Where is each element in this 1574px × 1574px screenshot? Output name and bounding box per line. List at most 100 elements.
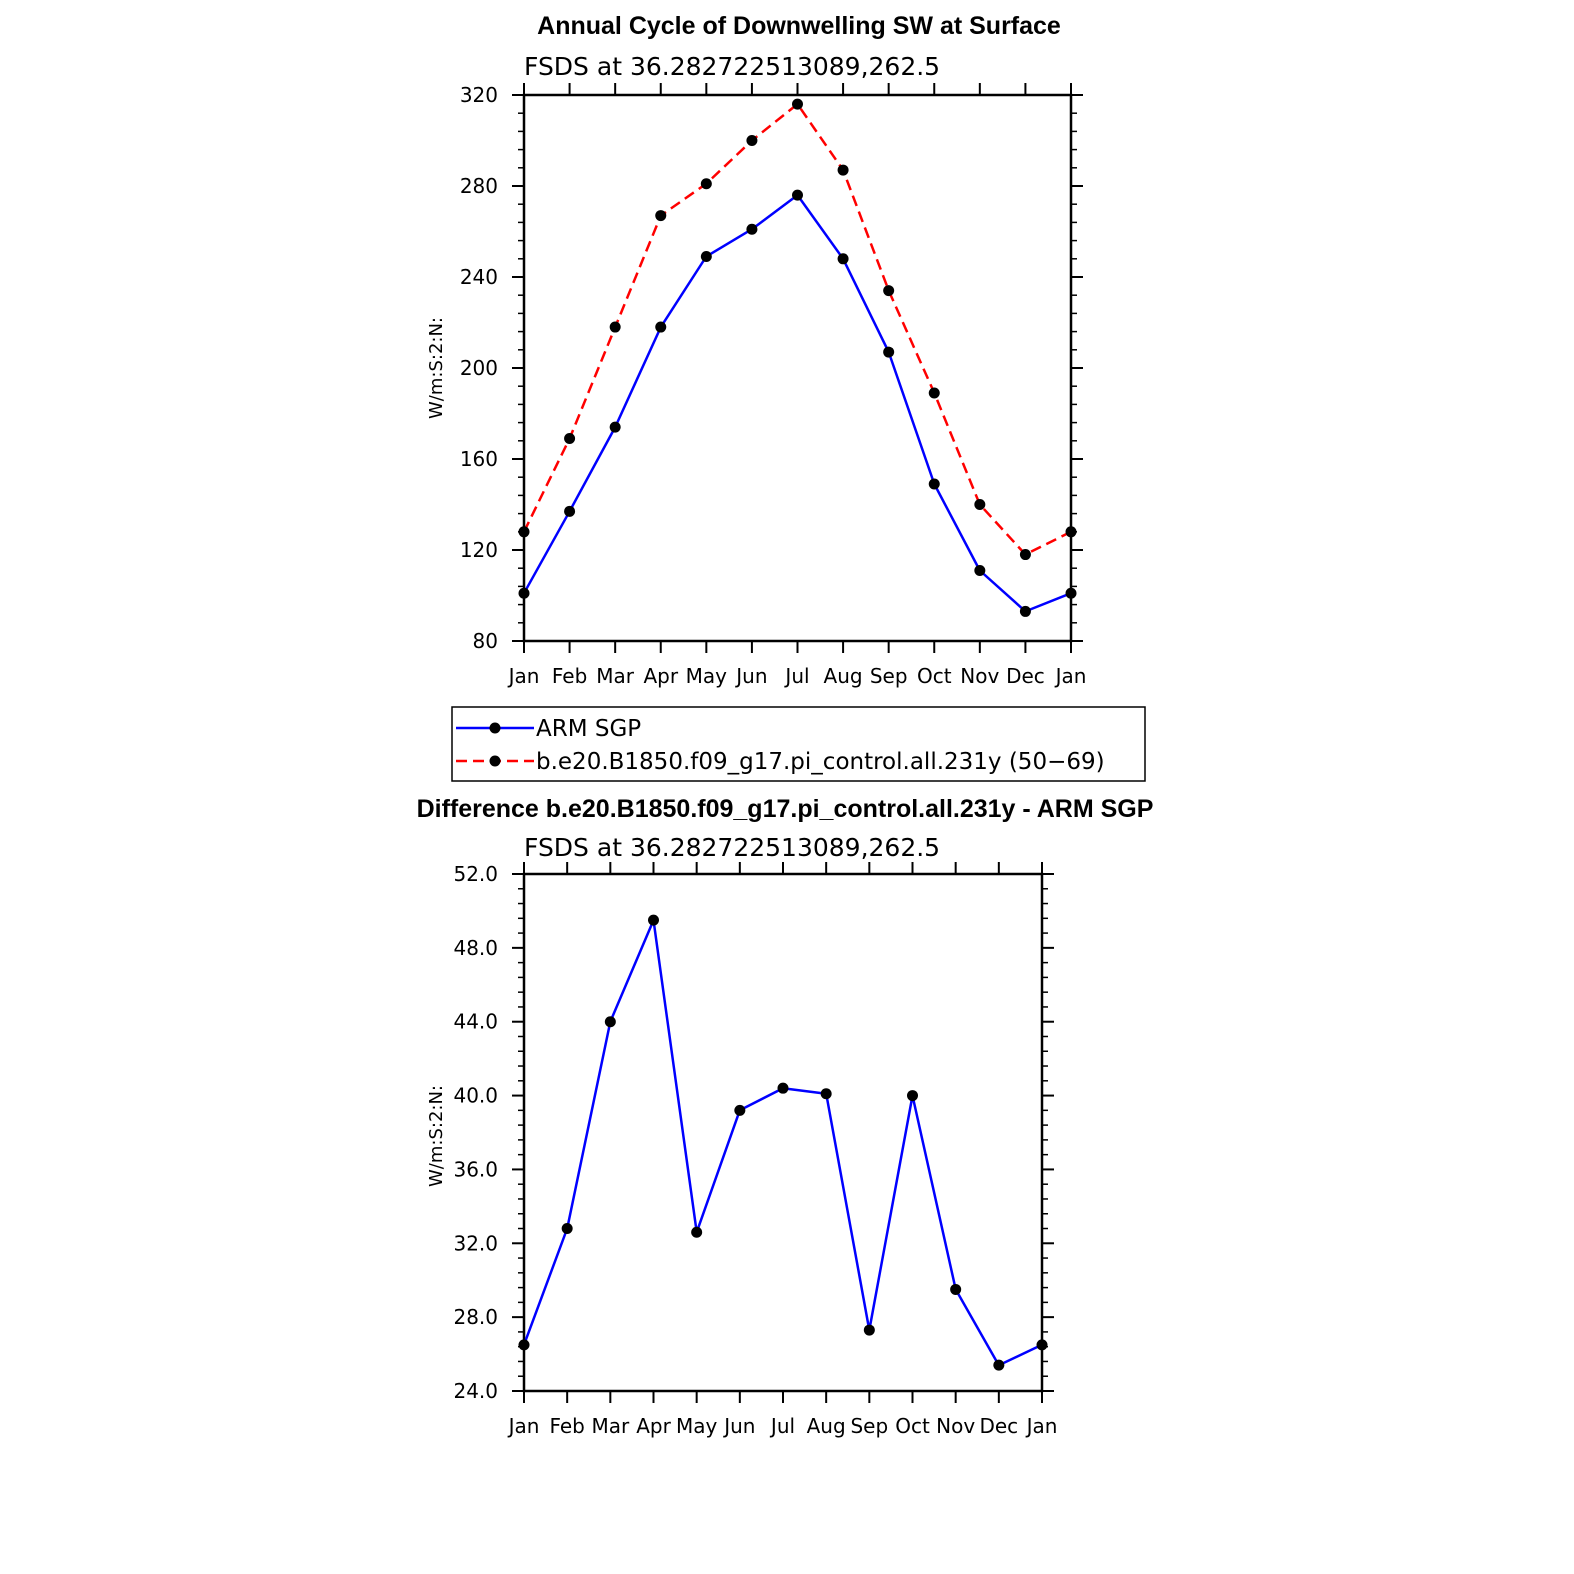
chart1-series-0-line (522, 193, 1072, 613)
chart2-plot-frame (522, 872, 1044, 1393)
chart1-x-tick-label: Feb (552, 664, 587, 688)
chart1-x-tick-label: Jun (734, 664, 767, 688)
chart1-subtitle: FSDS at 36.282722513089,262.5 (524, 52, 940, 81)
chart2-x-tick-label: Mar (591, 1414, 630, 1438)
chart1-legend: ARM SGP b.e20.B1850.f09_g17.pi_control.a… (451, 706, 1146, 782)
chart2-y-axis-label: W/m:S:2:N: (426, 1085, 447, 1187)
chart1-y-tick-label: 200 (460, 356, 498, 380)
chart1-series-1-point (746, 135, 758, 146)
chart1-x-tick-label: Mar (596, 664, 635, 688)
chart2-series-0-point (561, 1223, 573, 1235)
chart2-title: Difference b.e20.B1850.f09_g17.pi_contro… (417, 795, 1154, 823)
chart2-x-tick-label: Jul (769, 1414, 795, 1438)
chart2-y-tick-label: 52.0 (453, 862, 498, 886)
chart2-series-0-line (522, 918, 1043, 1367)
chart1-series-0-point (655, 321, 667, 333)
legend-label-arm-sgp: ARM SGP (536, 716, 641, 742)
chart2-x-tick-label: Oct (895, 1414, 930, 1438)
chart1-x-tick-label: Jul (783, 664, 809, 688)
chart1-title: Annual Cycle of Downwelling SW at Surfac… (537, 12, 1061, 40)
chart2-subtitle: FSDS at 36.282722513089,262.5 (524, 833, 940, 862)
chart1-y-tick-label: 280 (460, 174, 498, 198)
chart1-x-tick-label: Dec (1006, 664, 1045, 688)
legend-entry-model: b.e20.B1850.f09_g17.pi_control.all.231y … (456, 749, 1105, 775)
chart1-y-tick-label: 240 (460, 265, 498, 289)
chart2-series-0-point (993, 1359, 1005, 1371)
chart2-y-tick-label: 24.0 (453, 1379, 498, 1403)
chart1-series-0-point (883, 346, 895, 358)
chart1-series-1-point (564, 433, 576, 445)
chart1-series-1-point (837, 164, 849, 176)
chart1-x-tick-label: Sep (870, 664, 908, 688)
chart1-series-1-point (609, 321, 621, 333)
chart2-x-tick-label: Dec (979, 1414, 1018, 1438)
chart1-series-0-point (837, 253, 849, 265)
chart1-series-0-point (1019, 605, 1031, 617)
chart2-y-tick-label: 44.0 (453, 1010, 498, 1034)
annual-cycle-chart: Annual Cycle of Downwelling SW at Surfac… (426, 12, 1146, 782)
chart1-series-1-point (1065, 526, 1077, 538)
chart1-series-0-point (974, 564, 986, 576)
legend-label-model: b.e20.B1850.f09_g17.pi_control.all.231y … (536, 749, 1105, 775)
chart1-series-1-point (700, 178, 712, 190)
chart1-series-1-point (883, 285, 895, 297)
chart1-x-tick-label: May (686, 664, 728, 688)
chart2-x-tick-label: Jan (507, 1414, 540, 1438)
chart1-y-tick-label: 120 (460, 538, 498, 562)
chart1-x-tick-label: Jan (507, 664, 540, 688)
legend-box (451, 706, 1146, 782)
chart2-series-0-point (691, 1226, 703, 1238)
chart2-series-0-point (648, 914, 659, 926)
chart1-y-axis-label: W/m:S:2:N: (426, 317, 447, 419)
chart1-series-0-point (746, 223, 758, 235)
chart2-series-0-point (820, 1088, 832, 1100)
chart1-plot-area: 80 120 160 200 240 280 320 Jan Feb Mar Apr May Jun Ju… (460, 83, 1087, 688)
chart1-series-1-point (655, 210, 667, 222)
chart2-y-tick-label: 32.0 (453, 1231, 498, 1255)
chart1-series-0-point (609, 421, 621, 433)
chart2-y-tick-label: 36.0 (453, 1157, 498, 1181)
chart2-series-0-point (907, 1090, 918, 1102)
chart1-series-0-point (518, 587, 530, 599)
chart2-x-tick-label: Apr (636, 1414, 671, 1438)
chart1-y-tick-label: 80 (473, 629, 498, 653)
chart2-series-0-point (863, 1324, 875, 1336)
chart2-x-tick-label: Feb (549, 1414, 584, 1438)
legend-marker-model (489, 755, 501, 767)
chart1-y-tick-label: 320 (460, 83, 498, 107)
chart1-series-1-point (928, 387, 940, 399)
chart1-x-tick-label: Nov (960, 664, 999, 688)
chart2-x-tick-label: Nov (936, 1414, 975, 1438)
chart2-x-tick-label: Sep (850, 1414, 888, 1438)
chart2-series-0-point (777, 1082, 789, 1094)
chart1-x-tick-label: Apr (643, 664, 678, 688)
chart1-x-tick-label: Oct (917, 664, 952, 688)
chart2-x-tick-label: May (676, 1414, 718, 1438)
chart1-x-tick-label: Jan (1054, 664, 1087, 688)
chart2-series-0-point (604, 1016, 616, 1028)
chart1-series-1-line (522, 102, 1072, 556)
chart1-series-0-point (928, 478, 940, 490)
chart2-series-0-point (1036, 1339, 1048, 1351)
chart2-x-tick-label: Jan (1025, 1414, 1058, 1438)
chart1-plot-frame (522, 93, 1073, 643)
chart1-y-tick-label: 160 (460, 447, 498, 471)
chart1-series-1-point (1019, 549, 1031, 561)
chart2-series-0-point (734, 1104, 746, 1116)
chart2-y-tick-label: 40.0 (453, 1084, 498, 1108)
chart2-series-0-point (950, 1283, 962, 1295)
chart2-x-tick-label: Jun (722, 1414, 755, 1438)
chart1-series-0-point (700, 251, 712, 263)
chart2-y-tick-label: 48.0 (453, 936, 498, 960)
chart1-series-0-point (1065, 587, 1077, 599)
chart2-series-0-point (518, 1339, 530, 1351)
chart1-series-0-point (564, 505, 576, 517)
legend-entry-arm-sgp: ARM SGP (456, 716, 641, 742)
legend-marker-arm-sgp (489, 722, 501, 734)
chart1-series-1-point (518, 526, 530, 538)
chart2-plot-area: 24.0 28.0 32.0 36.0 40.0 44.0 48.0 52.0 Jan Feb Ma… (453, 862, 1057, 1438)
difference-chart: Difference b.e20.B1850.f09_g17.pi_contro… (417, 795, 1154, 1438)
chart1-series-1-point (974, 499, 986, 510)
chart1-series-0-point (792, 189, 803, 201)
